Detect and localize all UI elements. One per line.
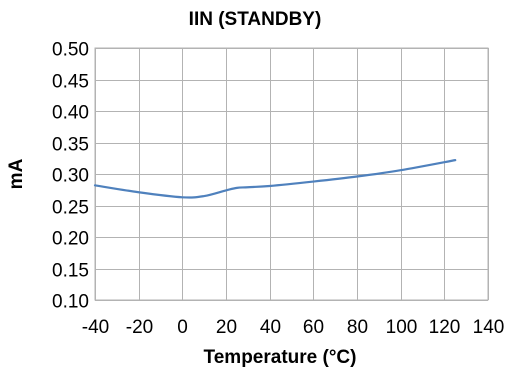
y-tick-label: 0.50 — [52, 40, 89, 61]
x-tick-label: 40 — [260, 317, 281, 338]
x-tick-label: -20 — [126, 317, 153, 338]
x-tick-label: 120 — [429, 317, 461, 338]
x-tick-label: -40 — [82, 317, 109, 338]
y-tick-label: 0.40 — [52, 103, 89, 124]
y-tick-label: 0.45 — [52, 72, 89, 93]
y-tick-label: 0.25 — [52, 198, 89, 219]
x-axis-ticks: -40 -20 0 20 40 60 80 100 120 140 — [82, 317, 505, 338]
chart-title: IIN (STANDBY) — [189, 9, 322, 30]
x-tick-label: 100 — [386, 317, 418, 338]
grid — [95, 48, 489, 301]
y-axis-ticks: 0.10 0.15 0.20 0.25 0.30 0.35 0.40 0.45 0.50 — [52, 40, 89, 313]
y-axis-title: mA — [6, 158, 27, 189]
plot-area — [94, 47, 489, 301]
x-tick-label: 80 — [347, 317, 368, 338]
x-tick-label: 20 — [216, 317, 237, 338]
series-line — [93, 159, 457, 199]
y-tick-label: 0.10 — [52, 292, 89, 313]
y-tick-label: 0.30 — [52, 166, 89, 187]
y-tick-label: 0.15 — [52, 261, 89, 282]
y-tick-label: 0.35 — [52, 135, 89, 156]
x-axis-title: Temperature (°C) — [204, 347, 357, 368]
y-tick-label: 0.20 — [52, 229, 89, 250]
x-tick-label: 0 — [177, 317, 188, 338]
x-tick-label: 140 — [473, 317, 505, 338]
x-tick-label: 60 — [303, 317, 324, 338]
series — [93, 159, 457, 199]
